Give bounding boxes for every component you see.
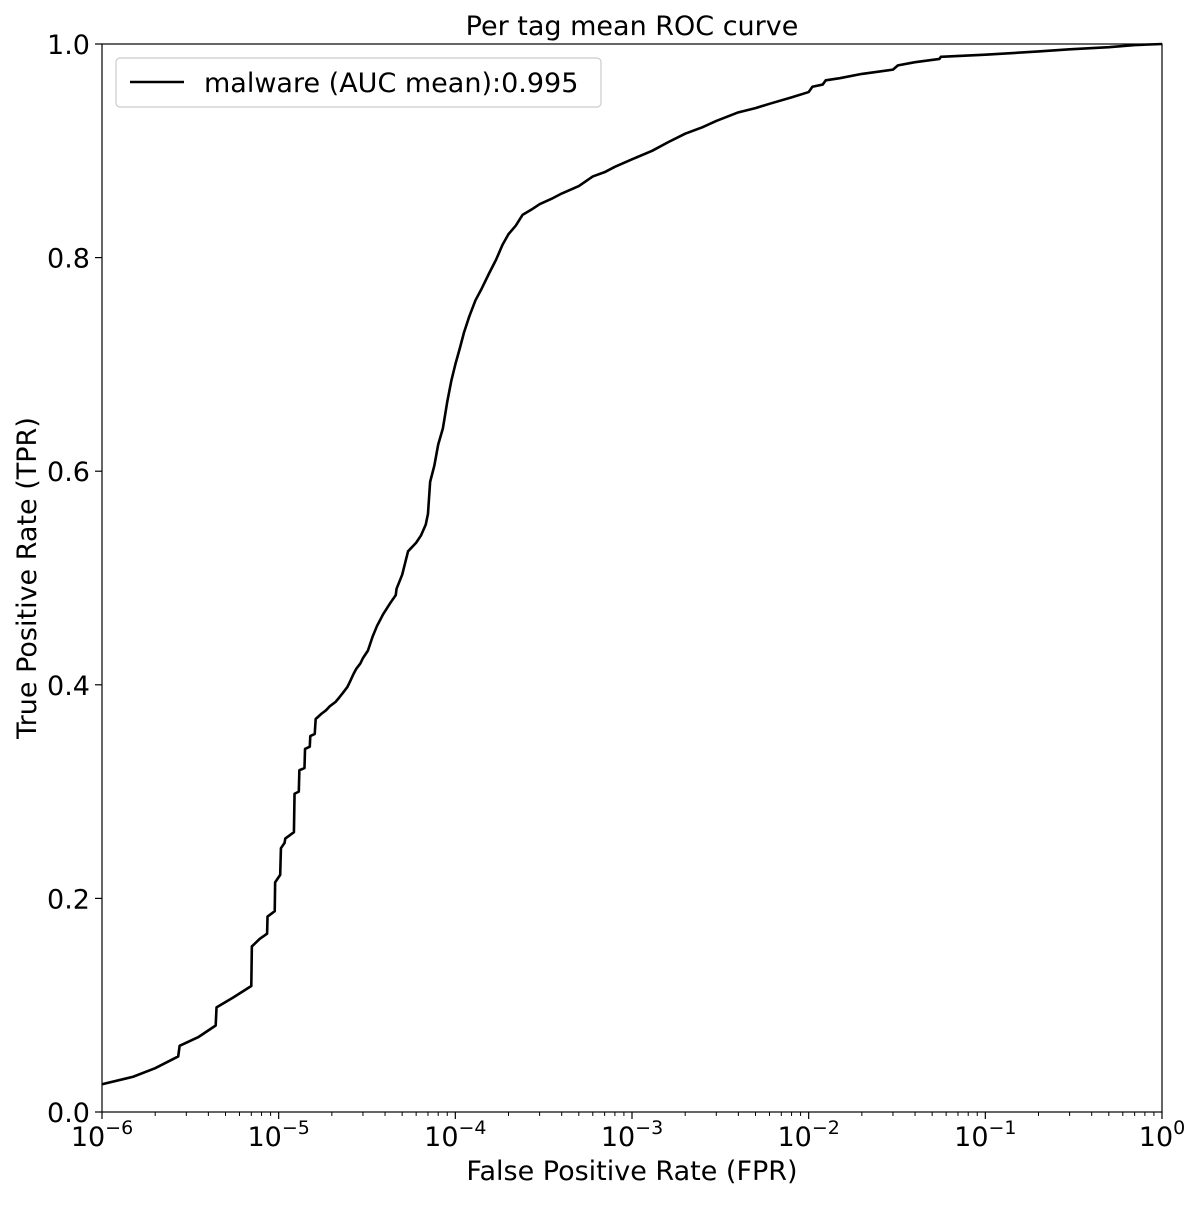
x-tick-label-exponent: −2	[812, 1117, 840, 1139]
x-tick-label-exponent: −5	[282, 1117, 310, 1139]
x-axis-label: False Positive Rate (FPR)	[466, 1156, 797, 1187]
y-tick-label: 0.2	[47, 884, 90, 915]
x-tick-label: 10−3	[601, 1117, 663, 1153]
x-tick-label-exponent: −4	[459, 1117, 487, 1139]
plot-layer	[101, 42, 1163, 1086]
y-tick-label: 0.0	[47, 1098, 90, 1129]
x-tick-label: 10−4	[424, 1117, 486, 1153]
x-tick-label: 10−1	[954, 1117, 1016, 1153]
x-tick-label: 100	[1139, 1117, 1185, 1153]
x-tick-label-base: 10	[71, 1122, 105, 1153]
x-tick-label: 10−5	[247, 1117, 309, 1153]
x-tick-label-base: 10	[424, 1122, 458, 1153]
x-tick-label: 10−6	[71, 1117, 133, 1153]
plot-frame	[101, 43, 1163, 1113]
x-tick-label-base: 10	[1139, 1122, 1173, 1153]
y-tick-label: 0.6	[47, 457, 90, 488]
x-tick-label-base: 10	[601, 1122, 635, 1153]
x-tick-label-exponent: 0	[1173, 1117, 1185, 1139]
x-tick-label-base: 10	[777, 1122, 811, 1153]
x-tick-label-base: 10	[954, 1122, 988, 1153]
x-tick-label-exponent: −3	[635, 1117, 663, 1139]
legend: malware (AUC mean):0.995	[115, 57, 602, 108]
y-tick-label: 1.0	[47, 30, 90, 61]
y-tick-label: 0.8	[47, 244, 90, 275]
x-tick-label-base: 10	[247, 1122, 281, 1153]
chart-title: Per tag mean ROC curve	[466, 11, 799, 42]
x-tick-label-exponent: −1	[989, 1117, 1017, 1139]
x-tick-label-exponent: −6	[105, 1117, 133, 1139]
legend-label-malware: malware (AUC mean):0.995	[204, 68, 578, 99]
ticks-layer: 10−6 10−5 10−4 10−3 10−2 10−1 1000.00.20.40.60…	[47, 30, 1185, 1153]
y-tick-label: 0.4	[47, 671, 90, 702]
series-line-malware	[101, 42, 1163, 1086]
legend-box	[115, 57, 602, 108]
y-axis-label: True Positive Rate (TPR)	[12, 417, 43, 740]
x-tick-label: 10−2	[777, 1117, 839, 1153]
